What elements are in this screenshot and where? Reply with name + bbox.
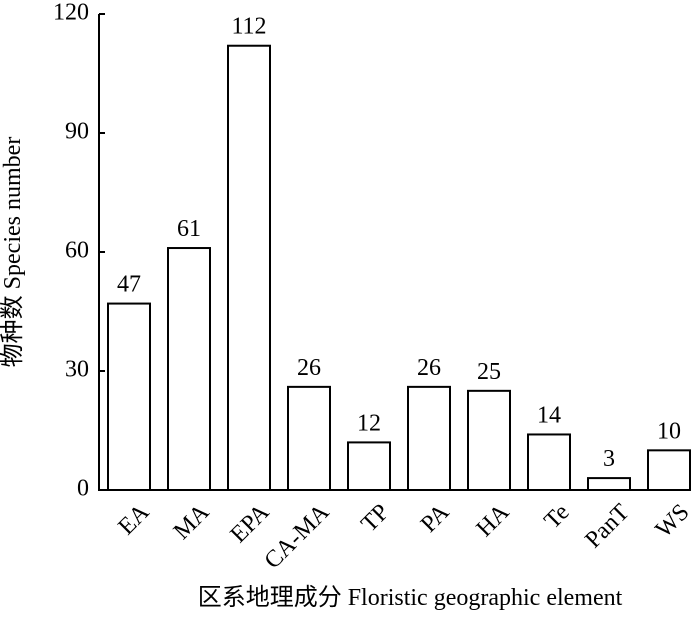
y-tick-label: 60 [65,238,89,264]
bar [347,441,391,491]
value-label: 3 [603,446,615,472]
value-label: 12 [357,410,381,436]
x-tick-label: PanT [580,499,634,553]
bar [167,247,211,491]
bar [467,389,511,492]
value-label: 26 [297,355,321,381]
value-label: 61 [177,216,201,242]
value-label: 47 [117,272,141,298]
bar [107,302,151,492]
bar [527,433,571,492]
x-tick-label: EA [114,499,155,540]
x-tick-label: CA-MA [260,499,335,574]
x-tick-label: MA [169,499,215,545]
value-label: 10 [657,418,681,444]
bar [287,385,331,491]
x-tick-label: WS [651,499,695,543]
value-label: 112 [231,14,266,40]
y-tick-label: 0 [77,476,89,502]
y-tick-label: 90 [65,119,89,145]
x-tick-label: EPA [226,499,275,548]
y-tick-label: 30 [65,357,89,383]
bar [647,449,691,492]
y-tick-label: 120 [53,0,89,26]
x-tick-label: PA [416,499,455,538]
x-tick-label: TP [356,499,394,537]
bar [587,477,631,492]
y-axis-label: 物种数 Species number [0,137,26,368]
value-label: 26 [417,355,441,381]
bar [227,44,271,491]
value-label: 25 [477,359,501,385]
x-axis-label: 区系地理成分 Floristic geographic element [198,584,623,611]
x-tick-label: HA [472,499,515,542]
x-tick-label: Te [539,499,574,534]
value-label: 14 [537,402,561,428]
bar [407,385,451,491]
